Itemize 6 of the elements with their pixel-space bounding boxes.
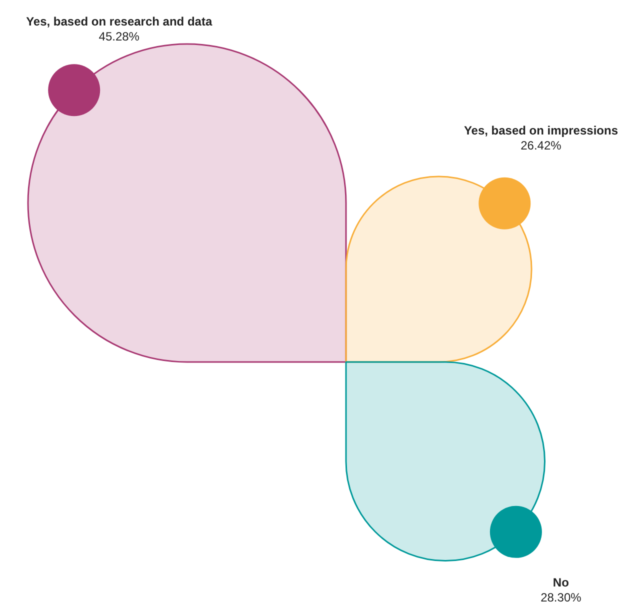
category-label: Yes, based on impressions [464,124,618,138]
data-label: 45.28% [98,29,140,44]
data-label: 26.42% [520,138,562,153]
category-label: No [552,575,569,590]
category-label: Yes, based on research and data [26,14,212,28]
data-label: 28.30% [540,590,582,604]
